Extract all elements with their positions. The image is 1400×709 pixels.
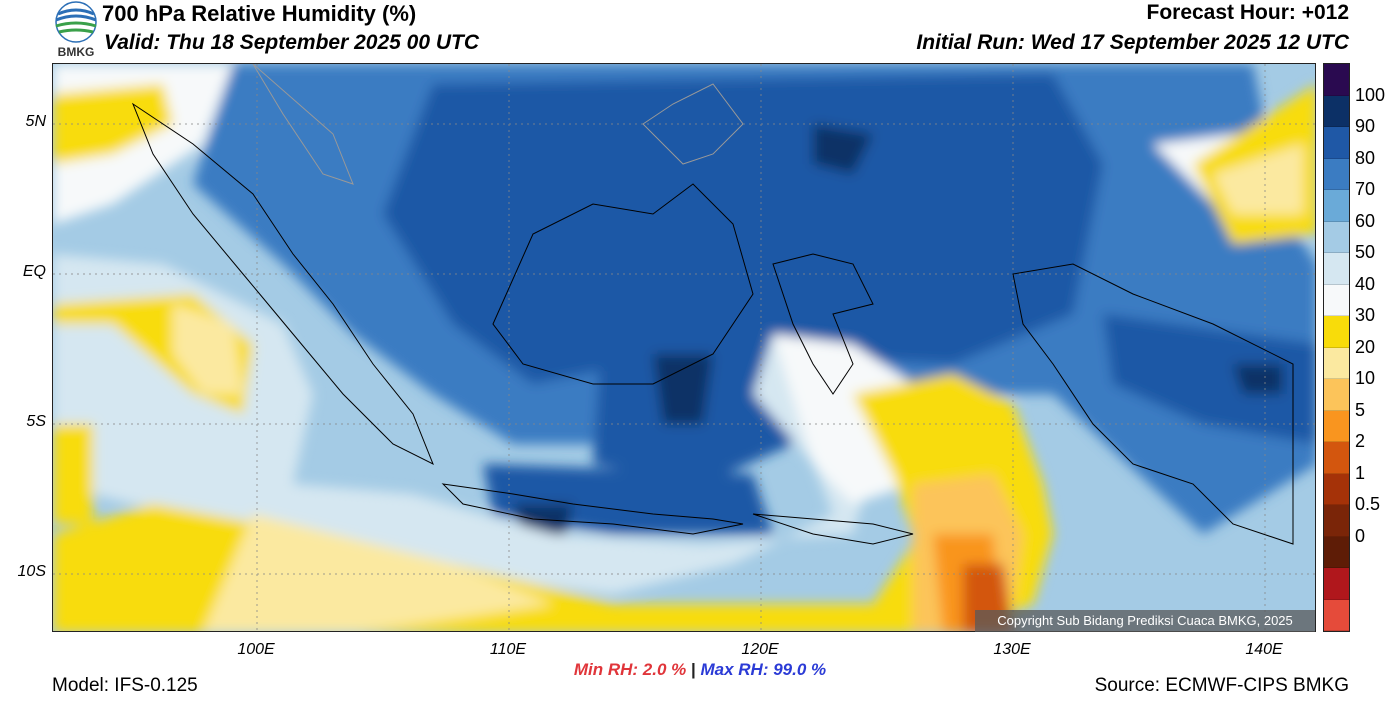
humidity-field bbox=[53, 64, 1315, 631]
max-rh: Max RH: 99.0 % bbox=[700, 660, 827, 679]
colorbar-label: 100 bbox=[1355, 84, 1386, 105]
colorbar-cell bbox=[1324, 64, 1349, 96]
colorbar-label: 60 bbox=[1355, 210, 1376, 231]
humidity-map[interactable] bbox=[52, 63, 1316, 632]
copyright-notice: Copyright Sub Bidang Prediksi Cuaca BMKG… bbox=[975, 610, 1315, 632]
colorbar-cell bbox=[1324, 158, 1349, 190]
colorbar-cell bbox=[1324, 410, 1349, 442]
colorbar bbox=[1323, 63, 1350, 632]
stats-separator: | bbox=[690, 660, 696, 679]
coastlines bbox=[131, 64, 1294, 545]
lon-label-110e: 110E bbox=[489, 641, 527, 658]
bmkg-logo-icon bbox=[55, 1, 97, 43]
colorbar-cell bbox=[1324, 347, 1349, 379]
colorbar-label: 50 bbox=[1355, 242, 1376, 262]
lon-label-140e: 140E bbox=[1245, 641, 1283, 658]
valid-time: Valid: Thu 18 September 2025 00 UTC bbox=[104, 31, 480, 54]
rh-stats: Min RH: 2.0 % | Max RH: 99.0 % bbox=[0, 660, 1400, 680]
bmkg-logo: BMKG bbox=[50, 0, 102, 62]
lat-label-5s: 5S bbox=[26, 413, 46, 430]
lon-label-120e: 120E bbox=[741, 641, 779, 658]
colorbar-label: 1 bbox=[1355, 462, 1366, 483]
colorbar-label: 40 bbox=[1355, 273, 1376, 294]
colorbar-label: 2 bbox=[1355, 431, 1366, 451]
lon-label-100e: 100E bbox=[237, 641, 275, 658]
colorbar-label: 0 bbox=[1355, 525, 1366, 546]
initial-run: Initial Run: Wed 17 September 2025 12 UT… bbox=[916, 31, 1349, 54]
colorbar-cell bbox=[1324, 599, 1349, 631]
model-label: Model: IFS-0.125 bbox=[52, 675, 198, 696]
min-rh: Min RH: 2.0 % bbox=[573, 660, 687, 679]
colorbar-cell bbox=[1324, 473, 1349, 505]
colorbar-cell bbox=[1324, 253, 1349, 285]
colorbar-cell bbox=[1324, 127, 1349, 159]
colorbar-cell bbox=[1324, 95, 1349, 127]
colorbar-cell bbox=[1324, 316, 1349, 348]
colorbar-cell bbox=[1324, 505, 1349, 537]
logo-text: BMKG bbox=[57, 45, 95, 59]
forecast-hour: Forecast Hour: +012 bbox=[1146, 1, 1350, 24]
colorbar-cell bbox=[1324, 221, 1349, 253]
colorbar-cell bbox=[1324, 442, 1349, 474]
colorbar-cell bbox=[1324, 568, 1349, 600]
lat-label-10s: 10S bbox=[17, 563, 46, 580]
colorbar-cell bbox=[1324, 536, 1349, 568]
colorbar-label: 90 bbox=[1355, 116, 1376, 136]
colorbar-label: 80 bbox=[1355, 147, 1376, 168]
chart-title: 700 hPa Relative Humidity (%) bbox=[102, 1, 417, 26]
colorbar-cell bbox=[1324, 379, 1349, 411]
colorbar-cell bbox=[1324, 190, 1349, 222]
colorbar-label: 30 bbox=[1355, 305, 1376, 325]
colorbar-cell bbox=[1324, 284, 1349, 316]
source-label: Source: ECMWF-CIPS BMKG bbox=[1094, 675, 1349, 696]
colorbar-label: 5 bbox=[1355, 399, 1366, 420]
colorbar-label: 0.5 bbox=[1355, 494, 1381, 514]
lat-label-5n: 5N bbox=[25, 113, 46, 130]
lat-label-eq: EQ bbox=[22, 263, 46, 280]
colorbar-label: 20 bbox=[1355, 336, 1376, 357]
colorbar-label: 70 bbox=[1355, 179, 1376, 199]
colorbar-label: 10 bbox=[1355, 368, 1376, 388]
lon-label-130e: 130E bbox=[993, 641, 1031, 658]
